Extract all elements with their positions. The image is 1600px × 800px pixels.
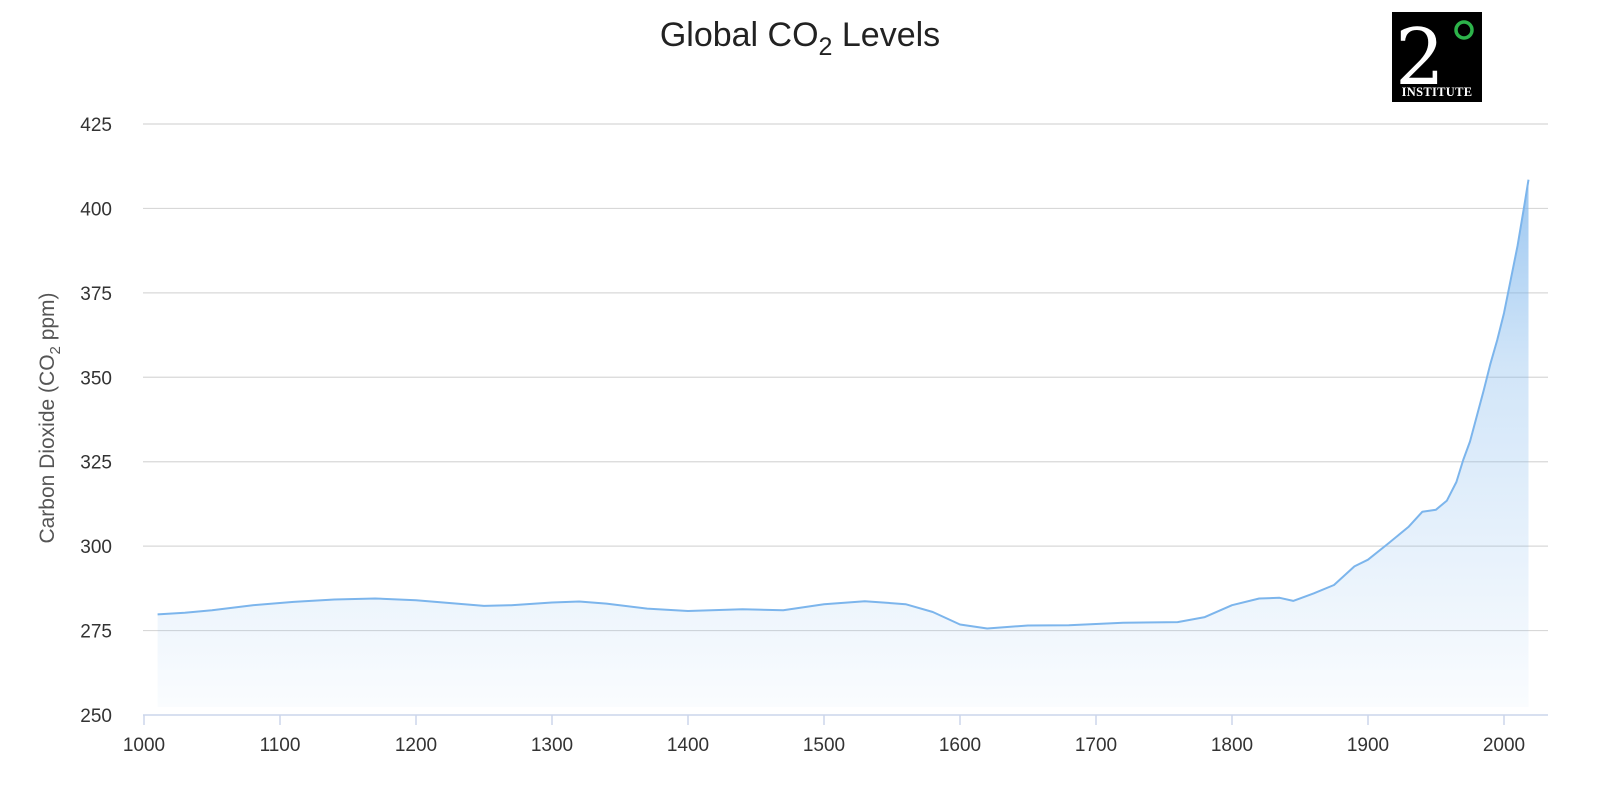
logo-numeral: 2 [1395, 13, 1445, 103]
logo-background [1392, 12, 1482, 102]
series-area [157, 179, 1530, 707]
x-tick-label: 1700 [1075, 735, 1117, 756]
x-tick-label: 1800 [1211, 735, 1253, 756]
x-tick-label: 1900 [1347, 735, 1389, 756]
x-tick-label: 1500 [803, 735, 845, 756]
x-tick-label: 1300 [531, 735, 573, 756]
series-area-fill [157, 179, 1529, 707]
y-tick-label: 250 [80, 706, 112, 727]
y-tick-label: 325 [80, 453, 112, 474]
y-tick-label: 300 [80, 537, 112, 558]
y-axis-title: Carbon Dioxide (CO2 ppm) [36, 292, 64, 543]
y-tick-label: 375 [80, 284, 112, 305]
y-tick-label: 425 [80, 115, 112, 136]
x-tick-label: 1000 [123, 735, 165, 756]
y-tick-label: 275 [80, 622, 112, 643]
x-tick-label: 1200 [395, 735, 437, 756]
y-axis-ticks: 250 275 300 325 350 375 400 425 [80, 115, 112, 727]
x-tick-label: 1100 [260, 735, 301, 756]
x-tick-label: 1600 [939, 735, 981, 756]
degree-ring-icon [1454, 20, 1474, 40]
x-axis-ticks: 1000 1100 1200 1300 1400 1500 1600 1700 1800 1900… [123, 715, 1525, 756]
series-line [157, 179, 1530, 630]
chart-title: Global CO2 Levels [660, 16, 940, 61]
gridlines [143, 123, 1548, 632]
logo-caption: INSTITUTE [1402, 85, 1473, 99]
x-tick-label: 1400 [667, 735, 709, 756]
x-tick-label: 2000 [1483, 735, 1525, 756]
y-tick-label: 350 [80, 368, 112, 389]
y-tick-label: 400 [80, 199, 112, 220]
two-degrees-institute-logo: 2 INSTITUTE [1392, 12, 1482, 103]
